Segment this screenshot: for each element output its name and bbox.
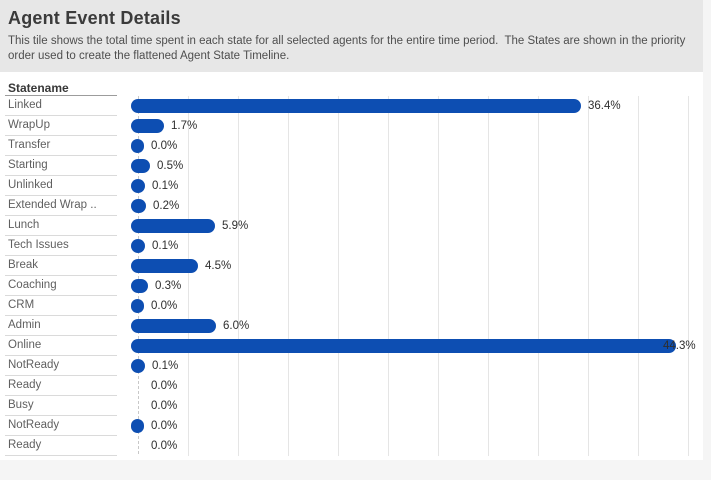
state-bar[interactable] bbox=[131, 259, 198, 273]
state-row-label[interactable]: Lunch bbox=[5, 216, 117, 236]
state-row-label[interactable]: Online bbox=[5, 336, 117, 356]
value-label: 0.1% bbox=[152, 180, 179, 192]
state-bar[interactable] bbox=[131, 359, 145, 373]
state-bar[interactable] bbox=[131, 159, 150, 173]
state-row-label[interactable]: Ready bbox=[5, 376, 117, 396]
state-bar[interactable] bbox=[131, 279, 148, 293]
state-bar[interactable] bbox=[131, 319, 216, 333]
state-row-label[interactable]: Busy bbox=[5, 396, 117, 416]
state-row-label[interactable]: CRM bbox=[5, 296, 117, 316]
state-row-label[interactable]: Ready bbox=[5, 436, 117, 456]
state-row-label[interactable]: Tech Issues bbox=[5, 236, 117, 256]
state-bar[interactable] bbox=[131, 299, 144, 313]
state-row-label[interactable]: Admin bbox=[5, 316, 117, 336]
tile-header: Agent Event Details This tile shows the … bbox=[0, 0, 703, 72]
value-label: 36.4% bbox=[588, 100, 621, 112]
value-label: 1.7% bbox=[171, 120, 198, 132]
state-bar[interactable] bbox=[131, 419, 144, 433]
state-bar[interactable] bbox=[131, 119, 164, 133]
state-row-label[interactable]: Transfer bbox=[5, 136, 117, 156]
value-label: 6.0% bbox=[223, 320, 250, 332]
value-label: 0.0% bbox=[151, 300, 178, 312]
value-label: 0.0% bbox=[151, 420, 178, 432]
state-bar[interactable] bbox=[131, 239, 145, 253]
statename-column-header[interactable]: Statename bbox=[8, 81, 69, 95]
tile-description: This tile shows the total time spent in … bbox=[8, 35, 689, 62]
state-row-label[interactable]: Linked bbox=[5, 96, 117, 116]
state-row-label[interactable]: Break bbox=[5, 256, 117, 276]
value-label: 0.5% bbox=[157, 160, 184, 172]
value-label: 0.0% bbox=[151, 400, 178, 412]
state-row-label[interactable]: Coaching bbox=[5, 276, 117, 296]
agent-event-details-tile: Agent Event Details This tile shows the … bbox=[0, 0, 703, 456]
state-row-label[interactable]: Unlinked bbox=[5, 176, 117, 196]
value-label: 0.1% bbox=[152, 240, 179, 252]
value-label: 5.9% bbox=[222, 220, 249, 232]
vertical-gridlines bbox=[188, 96, 703, 456]
state-row-label[interactable]: Extended Wrap .. bbox=[5, 196, 117, 216]
value-label: 0.3% bbox=[155, 280, 182, 292]
state-row-label[interactable]: Starting bbox=[5, 156, 117, 176]
value-label: 4.5% bbox=[205, 260, 232, 272]
value-label: 0.2% bbox=[153, 200, 180, 212]
column-header-rule bbox=[5, 95, 117, 96]
value-label: 0.1% bbox=[152, 360, 179, 372]
state-bar[interactable] bbox=[131, 99, 581, 113]
value-label: 0.0% bbox=[151, 140, 178, 152]
value-label: 44.3% bbox=[663, 340, 696, 352]
zero-axis-line bbox=[138, 96, 139, 456]
state-bar[interactable] bbox=[131, 199, 146, 213]
state-row-label[interactable]: WrapUp bbox=[5, 116, 117, 136]
state-row-label[interactable]: NotReady bbox=[5, 356, 117, 376]
page-title: Agent Event Details bbox=[8, 8, 181, 28]
state-bar[interactable] bbox=[131, 339, 676, 353]
state-bar[interactable] bbox=[131, 139, 144, 153]
value-label: 0.0% bbox=[151, 380, 178, 392]
state-row-label[interactable]: NotReady bbox=[5, 416, 117, 436]
state-bar[interactable] bbox=[131, 219, 215, 233]
state-bar[interactable] bbox=[131, 179, 145, 193]
bar-chart-pane: 36.4% 1.7% 0.0% 0.5% 0.1% 0.2% 5.9% 0.1% 4.5% 0.3… bbox=[118, 96, 703, 456]
value-label: 0.0% bbox=[151, 440, 178, 452]
